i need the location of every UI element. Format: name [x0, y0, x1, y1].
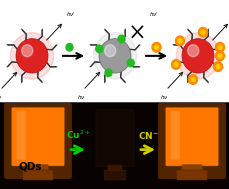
FancyBboxPatch shape: [27, 164, 48, 172]
FancyBboxPatch shape: [107, 165, 122, 172]
Circle shape: [176, 33, 219, 79]
Text: $h\nu$: $h\nu$: [0, 94, 2, 101]
FancyBboxPatch shape: [16, 111, 26, 160]
Circle shape: [215, 51, 224, 61]
Circle shape: [10, 33, 53, 79]
Circle shape: [98, 39, 131, 73]
Circle shape: [95, 45, 102, 53]
Circle shape: [188, 75, 197, 84]
Circle shape: [215, 64, 219, 69]
FancyBboxPatch shape: [4, 103, 72, 179]
Circle shape: [213, 62, 221, 71]
FancyBboxPatch shape: [170, 111, 179, 160]
FancyBboxPatch shape: [95, 110, 134, 167]
FancyBboxPatch shape: [181, 164, 202, 172]
Circle shape: [181, 39, 213, 73]
Circle shape: [187, 45, 198, 57]
Circle shape: [117, 35, 125, 43]
FancyBboxPatch shape: [169, 109, 213, 162]
Text: $h\nu$: $h\nu$: [159, 94, 167, 101]
Circle shape: [151, 43, 160, 52]
Circle shape: [16, 39, 48, 73]
Circle shape: [173, 62, 177, 67]
Circle shape: [200, 30, 204, 34]
FancyBboxPatch shape: [23, 170, 53, 180]
Text: $h\nu$: $h\nu$: [76, 94, 85, 101]
Circle shape: [190, 77, 194, 82]
Circle shape: [217, 54, 221, 58]
Text: CN$^{-}$: CN$^{-}$: [137, 130, 158, 141]
Text: $h\nu'$: $h\nu'$: [66, 11, 76, 19]
Circle shape: [215, 43, 224, 52]
FancyBboxPatch shape: [157, 103, 225, 179]
Circle shape: [127, 59, 134, 67]
Circle shape: [217, 45, 221, 49]
Circle shape: [93, 33, 136, 79]
FancyBboxPatch shape: [11, 107, 65, 166]
Circle shape: [104, 45, 115, 57]
Circle shape: [22, 45, 33, 57]
Circle shape: [198, 27, 207, 37]
Circle shape: [175, 36, 184, 46]
Circle shape: [154, 45, 158, 49]
Circle shape: [171, 60, 180, 69]
Text: QDs: QDs: [18, 161, 42, 171]
FancyBboxPatch shape: [16, 109, 60, 162]
Circle shape: [177, 39, 181, 43]
Text: Cu$^{2+}$: Cu$^{2+}$: [65, 129, 90, 141]
FancyBboxPatch shape: [176, 170, 206, 180]
Circle shape: [104, 69, 112, 77]
FancyBboxPatch shape: [164, 107, 218, 166]
Circle shape: [66, 43, 73, 51]
FancyBboxPatch shape: [104, 170, 125, 180]
Text: $h\nu'$: $h\nu'$: [148, 11, 158, 19]
